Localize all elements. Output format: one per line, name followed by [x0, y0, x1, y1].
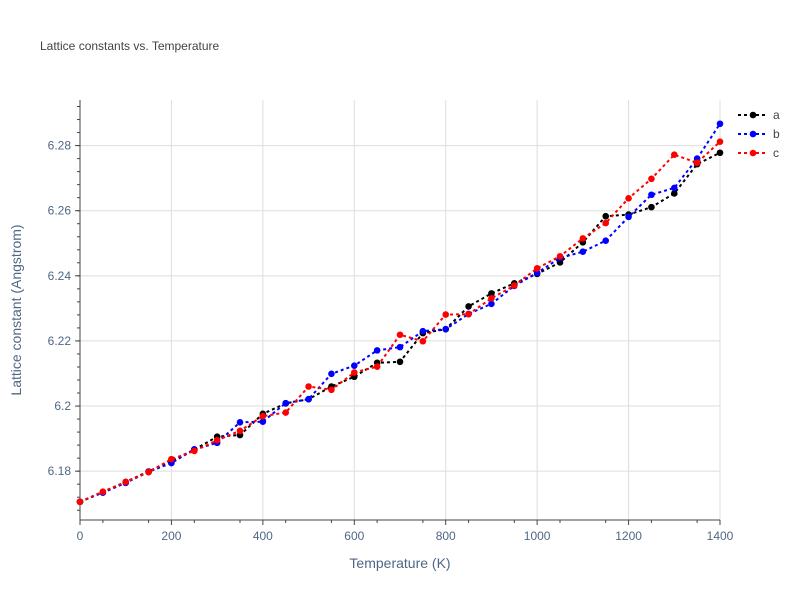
data-point-c	[236, 427, 244, 435]
data-point-a	[396, 358, 404, 366]
y-axis-title: Lattice constant (Angstrom)	[8, 224, 24, 395]
data-point-b	[716, 120, 724, 128]
data-point-c	[488, 294, 495, 302]
x-tick-label: 1200	[615, 529, 642, 543]
x-tick-label: 600	[344, 529, 364, 543]
data-point-c	[533, 265, 541, 272]
data-point-c	[373, 363, 381, 370]
data-point-a	[602, 212, 610, 220]
data-point-c	[648, 175, 655, 183]
legend-marker-c	[749, 149, 757, 157]
data-point-b	[625, 213, 632, 221]
legend-label-b: b	[773, 127, 780, 141]
data-point-a	[670, 190, 678, 197]
x-axis-title: Temperature (K)	[349, 555, 450, 571]
y-tick-label: 6.18	[48, 464, 72, 478]
data-point-b	[373, 347, 381, 354]
data-point-b	[328, 370, 335, 378]
chart-title: Lattice constants vs. Temperature	[40, 39, 220, 53]
data-point-b	[419, 327, 427, 335]
series-c	[76, 138, 724, 506]
legend-item-a[interactable]: a	[738, 108, 780, 122]
y-tick-label: 6.26	[48, 204, 72, 218]
x-tick-label: 400	[253, 529, 273, 543]
x-tick-label: 800	[436, 529, 456, 543]
legend-label-a: a	[773, 108, 780, 122]
data-point-c	[465, 310, 472, 318]
legend-item-c[interactable]: c	[738, 146, 779, 160]
x-tick-label: 1400	[707, 529, 734, 543]
data-point-b	[602, 237, 610, 244]
data-point-c	[350, 369, 358, 376]
data-point-a	[465, 303, 472, 310]
data-point-c	[419, 337, 427, 345]
y-tick-label: 6.2	[54, 399, 71, 413]
data-point-a	[648, 203, 655, 211]
axes: 0 200 400 600 800 1000 1200 1400 6.18 6.2 6.22 6.24…	[48, 100, 734, 543]
legend-marker-b	[749, 130, 757, 138]
data-point-c	[145, 468, 152, 476]
data-point-a	[556, 259, 564, 266]
data-point-a	[716, 149, 724, 157]
y-tick-label: 6.24	[48, 269, 72, 283]
data-point-c	[122, 478, 130, 486]
data-point-c	[625, 195, 632, 202]
y-tick-label: 6.22	[48, 334, 72, 348]
data-point-c	[328, 386, 335, 394]
data-point-c	[693, 159, 701, 167]
data-point-c	[556, 252, 564, 260]
data-point-b	[236, 419, 244, 426]
data-point-c	[670, 151, 678, 158]
data-point-b	[533, 269, 541, 277]
x-tick-label: 0	[77, 529, 84, 543]
data-point-a	[488, 290, 495, 297]
data-point-c	[510, 282, 518, 289]
data-point-b	[442, 325, 450, 333]
data-point-b	[350, 362, 358, 369]
data-point-c	[442, 311, 450, 318]
data-point-c	[99, 488, 107, 495]
legend-label-c: c	[773, 146, 779, 160]
legend: abc	[738, 108, 780, 160]
data-point-b	[648, 191, 655, 199]
data-point-b	[305, 395, 312, 403]
data-point-c	[579, 235, 587, 242]
data-point-c	[716, 138, 724, 145]
legend-item-b[interactable]: b	[738, 127, 780, 141]
data-point-c	[213, 436, 221, 444]
data-point-c	[190, 447, 198, 455]
grid	[80, 100, 721, 520]
data-point-c	[168, 455, 175, 463]
data-point-c	[282, 409, 290, 416]
data-point-c	[259, 412, 267, 420]
data-point-c	[305, 383, 312, 390]
data-point-b	[282, 399, 290, 407]
data-point-b	[259, 418, 267, 425]
data-point-b	[579, 248, 587, 256]
data-point-c	[76, 498, 84, 506]
y-tick-label: 6.28	[48, 139, 72, 153]
series-group	[76, 120, 724, 506]
x-tick-label: 1000	[524, 529, 551, 543]
data-point-b	[488, 300, 495, 308]
legend-marker-a	[749, 111, 757, 119]
x-tick-label: 200	[161, 529, 181, 543]
data-point-c	[602, 219, 610, 227]
data-point-c	[396, 331, 404, 339]
data-point-b	[670, 184, 678, 192]
data-point-b	[396, 343, 404, 351]
